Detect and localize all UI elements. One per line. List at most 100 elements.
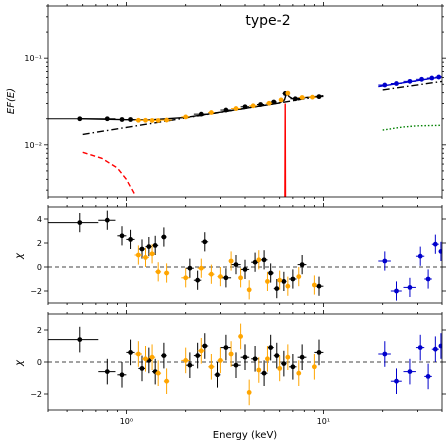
y-tick-label: 0 [37,358,42,367]
data-point [155,262,162,282]
model-line-dashdot [382,80,442,91]
y-tick-label: 10⁻² [24,141,42,150]
data-point [231,352,241,378]
data-point [181,114,190,120]
data-point [238,323,244,350]
data-point [98,358,116,385]
data-point [403,78,416,84]
data-point [48,326,99,353]
data-point [201,232,209,252]
data-point [378,251,391,271]
data-point [231,106,241,111]
data-point [277,270,283,290]
data-point [289,354,297,380]
spectrum-panel: 10⁻² 10⁻¹ [24,2,446,201]
data-point [240,344,250,370]
data-point [246,280,252,300]
data-point [390,368,402,394]
data-point [308,94,317,100]
x-tick-label: 10⁰ [120,417,133,426]
data-point [193,270,202,290]
data-point [197,258,205,278]
y-tick-label: 0 [37,263,42,272]
data-point [281,350,287,377]
data-point [296,360,302,386]
data-point [249,103,257,109]
data-point [297,255,307,275]
data-point [161,117,172,123]
data-point [256,357,262,383]
data-point [231,255,241,275]
data-point [126,117,135,122]
axes-frame [47,5,443,198]
data-point [155,118,162,123]
data-point [378,341,391,367]
spectrum-y-axis-label: EF(E) [6,88,17,114]
data-point [431,336,439,362]
y-tick-label: −2 [30,287,42,296]
x-tick-label: 10¹ [317,417,330,426]
data-point [415,76,427,82]
data-point [193,111,209,117]
data-point [246,379,252,406]
residuals-1-y-axis-label: χ [14,252,25,260]
data-point [126,229,135,249]
data-point [390,281,402,301]
data-point [117,117,127,122]
data-point [277,355,283,382]
data-point [265,271,270,291]
data-point [251,252,259,272]
data-point [208,354,215,380]
data-point [273,342,280,369]
data-point [403,277,416,297]
data-point [152,235,159,255]
data-point [134,245,142,265]
data-point [298,95,306,100]
data-point [438,333,442,359]
model-line-dotted [382,124,442,131]
data-point [267,263,274,283]
data-point [256,102,265,107]
data-point [378,82,391,88]
data-point [403,358,416,385]
data-point [163,368,170,394]
data-point [424,269,432,289]
y-tick-label: 4 [37,215,42,224]
data-point [415,246,425,266]
residuals-2-y-axis-label: χ [14,359,25,367]
data-point [197,338,205,364]
data-point [214,362,221,388]
data-point [431,234,439,254]
data-point [181,347,190,374]
data-point [426,75,437,81]
data-point [217,347,224,374]
data-point [220,334,232,361]
data-point [267,334,274,361]
data-point [163,263,170,283]
data-point [141,247,149,267]
data-point [208,264,215,284]
data-point [256,250,262,270]
data-point [155,360,162,386]
data-point [240,104,250,110]
data-point [138,355,146,382]
data-point [290,96,300,102]
data-point [217,267,224,287]
data-point [148,244,156,264]
data-point [415,334,425,361]
data-point [141,117,149,123]
data-point [148,118,156,123]
data-point [181,268,190,288]
data-point [270,99,277,105]
data-point [48,213,99,233]
x-axis-label: Energy (keV) [213,430,278,441]
data-point [161,342,167,369]
data-point [390,81,402,86]
data-point [145,237,153,257]
panel-annotation: type-2 [245,13,290,29]
data-point [117,226,127,246]
data-point [314,94,324,100]
data-point [98,116,116,122]
y-tick-label: 10⁻¹ [24,54,42,63]
